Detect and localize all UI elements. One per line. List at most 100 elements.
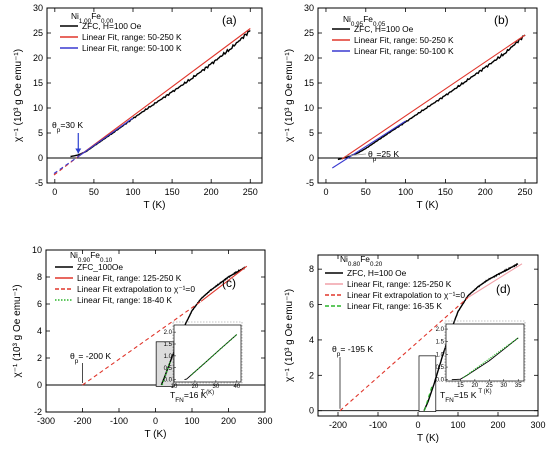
y-tick-label: 4: [309, 335, 314, 345]
inset-y-tick-label: 2.0: [164, 330, 173, 336]
y-tick-label: 30: [33, 3, 43, 13]
y-tick-label: 5: [38, 128, 43, 138]
x-tick-label: -100: [110, 416, 128, 426]
legend-label: Linear Fit, range: 16-35 K: [347, 301, 442, 311]
series-1: [77, 28, 251, 157]
x-tick-label: 100: [398, 187, 413, 197]
panel-label: (c): [222, 276, 236, 290]
sample-label: Ni0.95Fe0.05: [343, 14, 386, 28]
inset-y-tick-label: 1.5: [164, 342, 173, 348]
x-tick-label: -100: [369, 420, 387, 430]
inset-x-tick-label: 40: [233, 384, 240, 390]
y-tick-label: 6: [309, 300, 314, 310]
inset-y-tick-label: 0.0: [164, 378, 173, 384]
x-axis-label: T (K): [144, 429, 166, 440]
x-tick-label: -200: [329, 420, 347, 430]
x-tick-label: 200: [204, 187, 219, 197]
series-0: [337, 34, 526, 161]
x-tick-label: 150: [438, 187, 453, 197]
legend-label: Linear Fit extrapolation to χ⁻¹=0: [347, 290, 465, 300]
plot-frame: [317, 7, 538, 184]
y-tick-label: 6: [37, 299, 42, 309]
legend-label: Linear Fit, range: 18-40 K: [77, 295, 172, 305]
y-tick-label: 25: [33, 28, 43, 38]
x-tick-label: 0: [323, 187, 328, 197]
panel-c: -300 -200 -100 0 100 200 300 -2 0 2 4 6 8 10 T (K) χ⁻¹ …: [12, 245, 273, 440]
y-tick-label: 2: [309, 370, 314, 380]
x-tick-label: 300: [257, 416, 272, 426]
y-tick-label: 15: [33, 78, 43, 88]
y-tick-label: 4: [37, 326, 42, 336]
x-tick-label: -300: [37, 416, 55, 426]
panel-b: 0 50 100 150 200 250 -5 0 5 10 15 20 25 30 T (K) χ⁻¹ (1…: [284, 3, 538, 211]
legend-label: Linear Fit, range: 50-250 K: [354, 35, 454, 45]
tfn-annotation: TFN=15 K: [440, 390, 477, 404]
panel-d: -200 -100 0 100 200 300 0 2 4 6 8 T (K) χ⁻¹ (10³ g O…: [284, 254, 546, 444]
y-axis-label: χ⁻¹ (10³ g Oe emu⁻¹): [12, 284, 23, 377]
plot-frame: [46, 7, 263, 184]
x-axis-label: T (K): [416, 200, 438, 211]
x-tick-label: 250: [518, 187, 533, 197]
theta-p-annotation: θp= -195 K: [332, 344, 373, 358]
inset-x-tick-label: 30: [213, 384, 220, 390]
x-tick-label: 100: [125, 187, 140, 197]
sample-label: Ni1.00Fe0.00: [71, 11, 114, 25]
legend-label: ZFC, H=100 Oe: [82, 21, 142, 31]
inset-frame: [173, 324, 242, 383]
series-3: [53, 156, 79, 176]
theta-p-annotation: θp=30 K: [52, 120, 83, 134]
legend-label: Linear Fit, range: 125-250 K: [77, 273, 182, 283]
series-0: [423, 263, 519, 411]
series-2: [77, 117, 134, 157]
series-1: [341, 34, 526, 160]
inset-x-tick-label: 20: [192, 384, 199, 390]
series-2: [339, 297, 469, 412]
inset-series-1: [462, 337, 519, 379]
plot-frame: [317, 254, 539, 417]
y-axis-label: χ⁻¹ (10³ g Oe emu⁻¹): [13, 49, 24, 142]
x-tick-label: 50: [361, 187, 371, 197]
legend-label: Linear Fit, range: 125-250 K: [347, 279, 452, 289]
y-tick-label: 0: [309, 406, 314, 416]
x-tick-label: 300: [530, 420, 545, 430]
series-2: [82, 300, 202, 386]
panel-a: 0 50 100 150 200 250 -5 0 5 10 15 20 25 30 T (K) χ⁻¹ (1…: [13, 3, 263, 211]
y-tick-label: 0: [38, 153, 43, 163]
legend-label: ZFC, H=100 Oe: [347, 268, 407, 278]
x-axis-label: T (K): [143, 200, 165, 211]
y-tick-label: 10: [32, 245, 42, 255]
x-tick-label: 200: [221, 416, 236, 426]
series-4: [53, 156, 79, 174]
series-3: [161, 361, 171, 386]
legend-label: Linear Fit, range: 50-100 K: [82, 43, 182, 53]
x-tick-label: 0: [415, 420, 420, 430]
legend-label: ZFC_100Oe: [77, 262, 123, 272]
x-axis-label: T (K): [417, 433, 439, 444]
inset-y-tick-label: 1.5: [436, 340, 445, 346]
legend-label: Linear Fit extrapolation to χ⁻¹=0: [77, 284, 195, 294]
inset-x-tick-label: 30: [500, 383, 507, 389]
panel-label: (d): [496, 282, 511, 296]
inset-y-tick-label: 2.0: [436, 327, 445, 333]
inset-x-tick-label: 25: [486, 383, 493, 389]
x-tick-label: 150: [165, 187, 180, 197]
series-2: [332, 120, 406, 169]
inset-frame: [445, 323, 525, 382]
theta-p-annotation: θp= -200 K: [70, 351, 111, 365]
inset-y-tick-label: 0.0: [436, 378, 445, 384]
zoom-box: [418, 355, 437, 412]
theta-p-arrowhead: [75, 148, 82, 154]
x-tick-label: 0: [153, 416, 158, 426]
theta-p-pointer: [345, 153, 367, 157]
panel-label: (b): [494, 13, 509, 27]
x-tick-label: 0: [52, 187, 57, 197]
inset-border: [172, 321, 243, 384]
y-tick-label: 20: [33, 53, 43, 63]
inset-series-1: [190, 334, 238, 376]
x-tick-label: 200: [490, 420, 505, 430]
y-tick-label: 30: [304, 3, 314, 13]
panel-label: (a): [222, 13, 237, 27]
inset-y-tick-label: 0.5: [436, 365, 445, 371]
inset-x-tick-label: 35: [515, 383, 522, 389]
